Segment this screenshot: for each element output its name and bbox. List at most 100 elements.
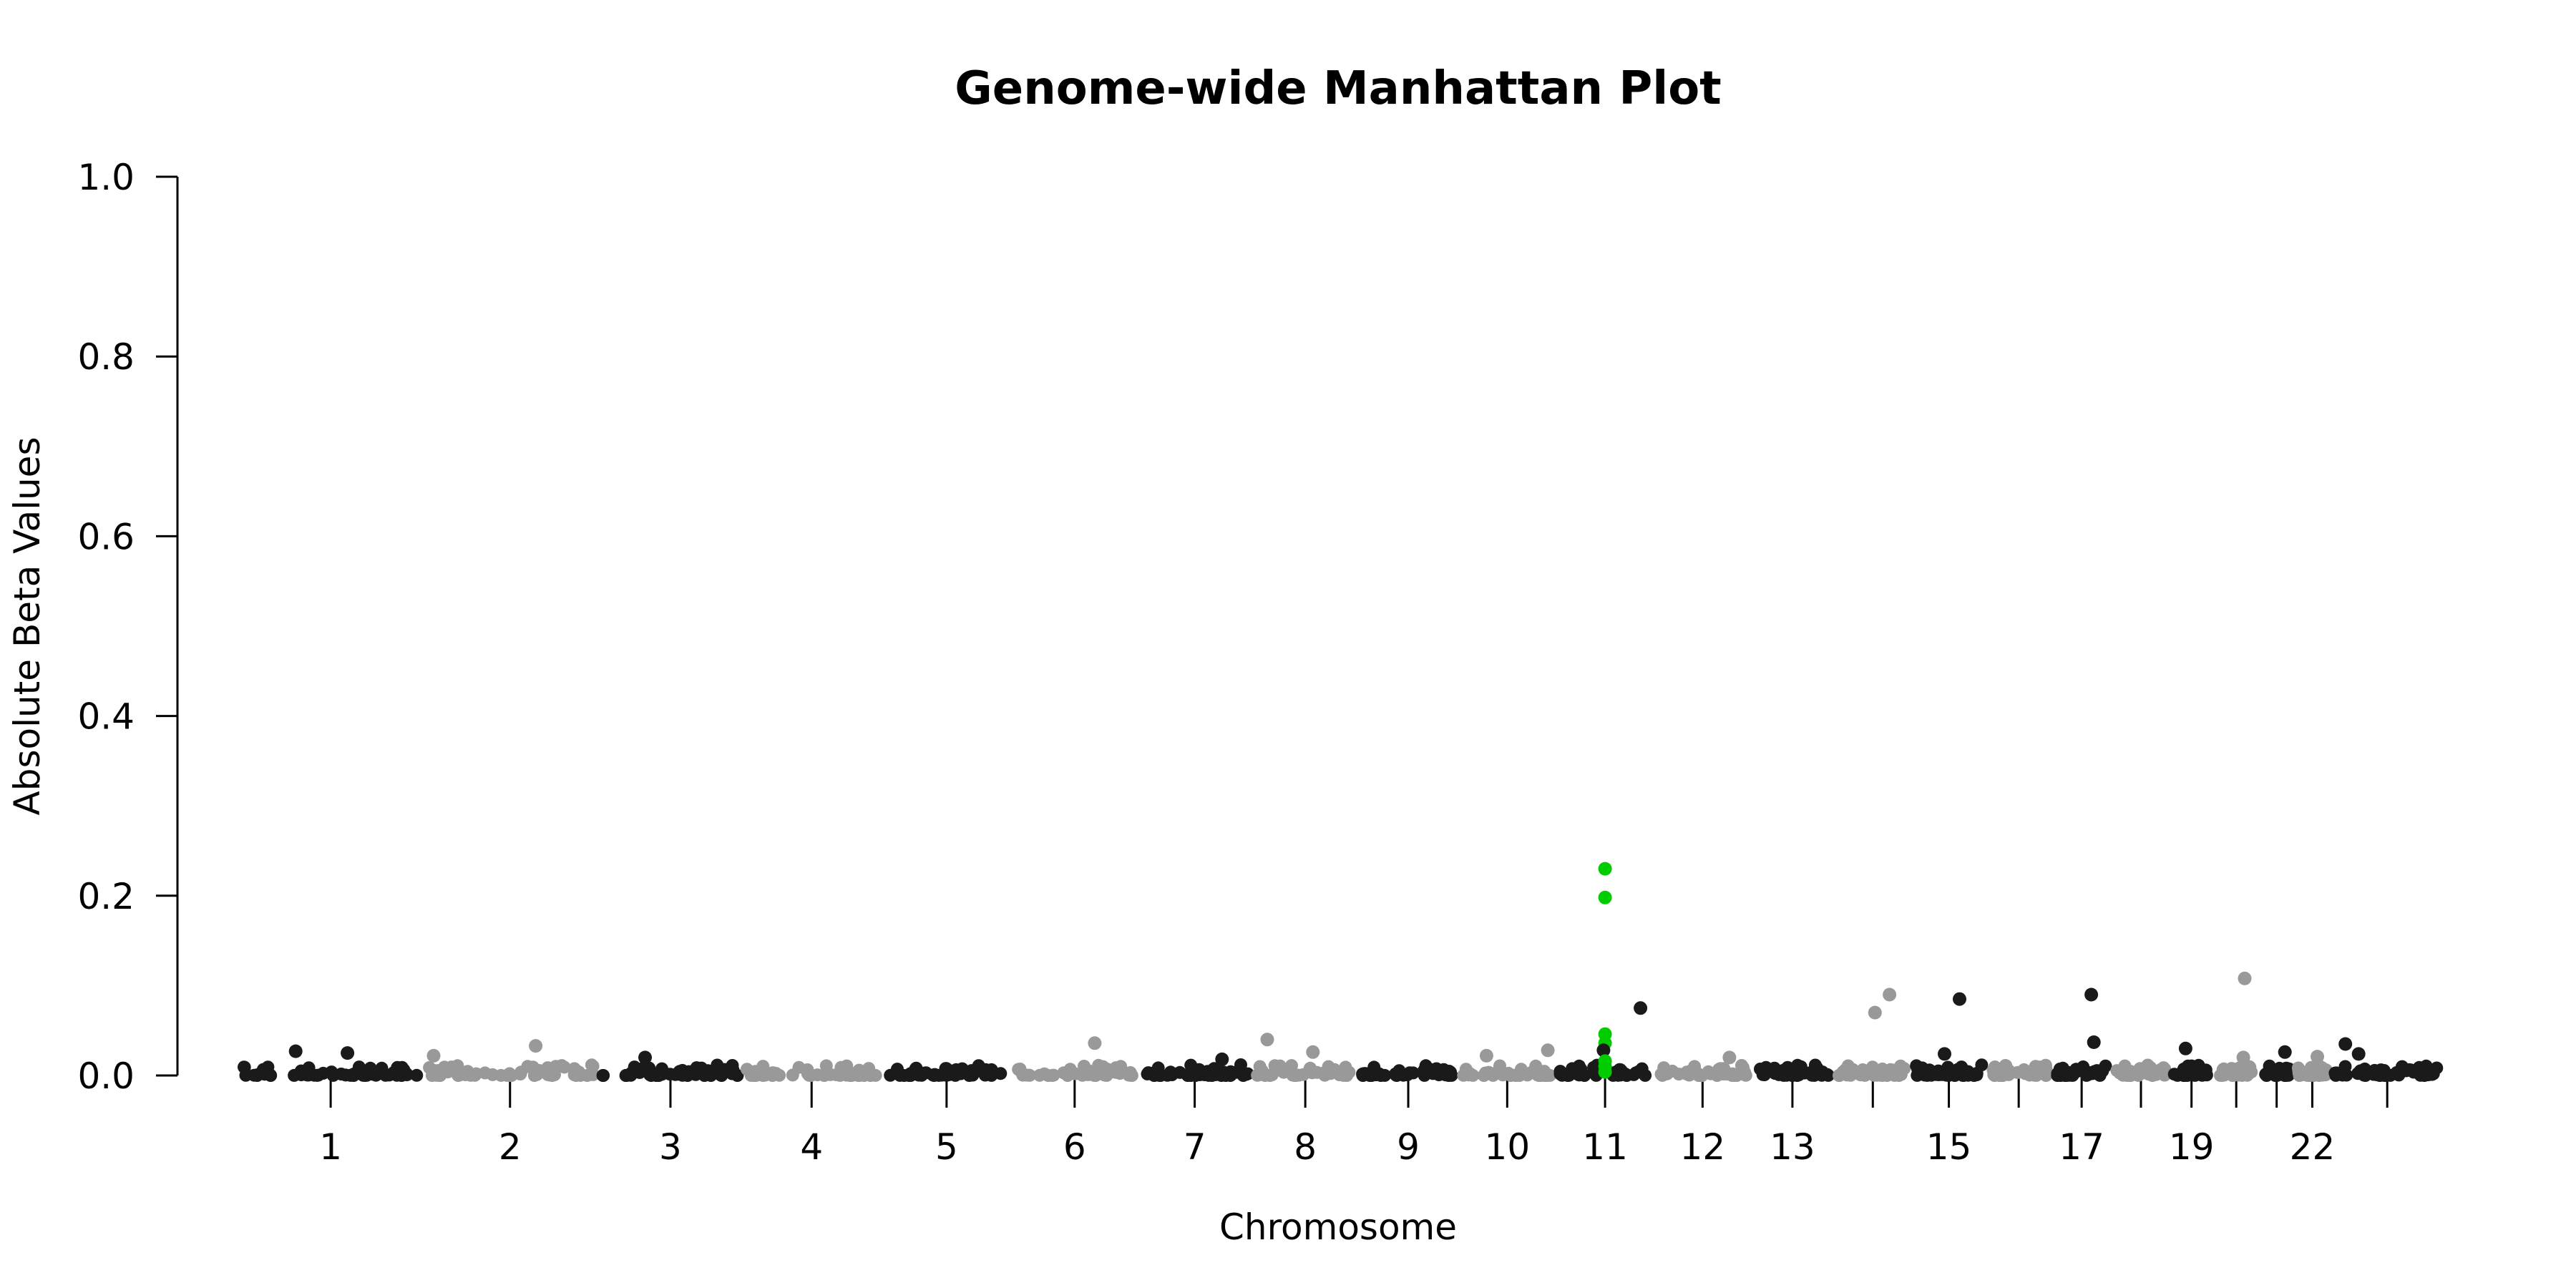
data-point (2330, 1066, 2343, 1080)
data-point (1477, 1069, 1491, 1082)
data-point (620, 1069, 633, 1082)
data-point (1123, 1065, 1137, 1079)
x-tick-label: 10 (1485, 1126, 1531, 1168)
data-point (1951, 1063, 1964, 1076)
data-point (1722, 1050, 1737, 1065)
data-point (2416, 1068, 2429, 1080)
data-point (532, 1064, 546, 1077)
data-point (288, 1044, 303, 1058)
data-point (1230, 1065, 1243, 1079)
data-point (1479, 1048, 1493, 1063)
data-point (1277, 1065, 1290, 1079)
data-point (344, 1068, 358, 1082)
data-point (460, 1068, 474, 1081)
data-point (1316, 1067, 1330, 1080)
data-point (1614, 1068, 1627, 1082)
x-tick-label: 3 (659, 1126, 682, 1168)
data-point (1083, 1064, 1096, 1078)
data-point (2351, 1047, 2366, 1061)
data-point (1634, 1001, 1648, 1015)
data-point (2236, 1050, 2250, 1065)
data-point (1633, 1065, 1646, 1078)
x-tick-label: 22 (2290, 1126, 2336, 1168)
data-point (2233, 1061, 2246, 1075)
data-point (1390, 1069, 1403, 1082)
data-point (1336, 1067, 1350, 1080)
data-point (2141, 1058, 2155, 1072)
data-point (1306, 1045, 1320, 1059)
data-point (1356, 1069, 1370, 1082)
data-point (1207, 1062, 1221, 1075)
data-point (1654, 1068, 1668, 1081)
data-point (1443, 1065, 1456, 1078)
x-tick-label: 7 (1184, 1126, 1206, 1168)
data-point (1462, 1066, 1475, 1080)
data-point (2011, 1065, 2024, 1079)
data-point (1057, 1066, 1070, 1080)
x-tick-label: 17 (2059, 1126, 2104, 1168)
data-point (1868, 1005, 1882, 1020)
data-point (400, 1068, 414, 1082)
data-point (2134, 1067, 2147, 1080)
data-point (2358, 1062, 2371, 1075)
data-point (869, 1068, 882, 1082)
data-point (596, 1069, 610, 1082)
data-point (691, 1065, 705, 1078)
chart-title: Genome-wide Manhattan Plot (955, 62, 1722, 115)
data-point (939, 1062, 952, 1075)
data-point (2056, 1061, 2069, 1075)
x-tick-label: 1 (319, 1126, 342, 1168)
data-point (756, 1069, 770, 1082)
highlight-point (1598, 890, 1612, 904)
data-point (1406, 1066, 1420, 1080)
x-axis-label: Chromosome (1219, 1206, 1457, 1248)
data-point (1215, 1052, 1229, 1066)
data-point (1114, 1060, 1128, 1073)
data-point (675, 1063, 689, 1077)
data-point (529, 1039, 543, 1053)
data-point (2180, 1068, 2194, 1082)
data-point (1098, 1068, 1111, 1082)
data-point (426, 1048, 441, 1063)
data-point (410, 1068, 424, 1082)
data-point (1815, 1068, 1828, 1082)
data-point (2313, 1069, 2326, 1082)
x-tick-label: 11 (1582, 1126, 1628, 1168)
x-tick-label: 9 (1397, 1126, 1420, 1168)
x-tick-label: 12 (1680, 1126, 1726, 1168)
data-point (585, 1058, 598, 1072)
data-point (1288, 1068, 1302, 1082)
data-point (1596, 1043, 1611, 1058)
data-point (258, 1068, 271, 1081)
highlight-point (1598, 1054, 1612, 1068)
y-axis: 0.0 0.2 0.4 0.6 0.8 1.0 (77, 157, 179, 1097)
data-point (316, 1066, 330, 1080)
data-point (1198, 1068, 1211, 1081)
data-point (1259, 1069, 1272, 1082)
data-point (1772, 1068, 1786, 1081)
x-tick-label: 15 (1926, 1126, 1972, 1168)
data-point (2278, 1045, 2292, 1059)
x-tick-label: 2 (499, 1126, 522, 1168)
data-point (638, 1050, 652, 1065)
data-point (2199, 1063, 2212, 1077)
data-point (2390, 1066, 2404, 1079)
data-point (1730, 1069, 1744, 1082)
data-point (356, 1068, 370, 1082)
data-point (1873, 1068, 1886, 1082)
data-point (962, 1069, 976, 1082)
data-point (302, 1061, 316, 1075)
y-tick-label: 1.0 (77, 157, 135, 198)
data-point (2039, 1058, 2052, 1072)
data-point (2404, 1063, 2418, 1077)
data-point (1514, 1063, 1528, 1076)
data-point (1023, 1068, 1036, 1082)
data-point (1541, 1069, 1554, 1082)
x-tick-label: 8 (1294, 1126, 1317, 1168)
data-point (1173, 1065, 1186, 1079)
data-point (1525, 1065, 1538, 1079)
data-point (1953, 992, 1966, 1006)
data-point (1683, 1068, 1697, 1082)
data-point (390, 1068, 404, 1082)
data-point (1999, 1059, 2012, 1072)
